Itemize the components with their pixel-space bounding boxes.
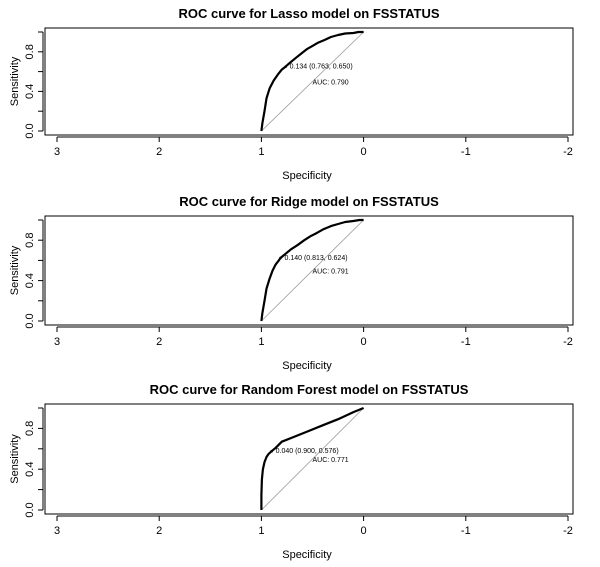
auc-label: AUC: 0.771 bbox=[313, 457, 349, 464]
x-tick-label: -2 bbox=[563, 146, 573, 158]
y-tick-label: 0.4 bbox=[24, 462, 36, 477]
reference-diagonal bbox=[261, 407, 364, 511]
x-tick-label: -2 bbox=[563, 525, 573, 537]
x-axis-label: Specificity bbox=[282, 549, 332, 561]
roc-panel-3: ROC curve for Random Forest model on FSS… bbox=[9, 382, 574, 561]
x-tick-label: 1 bbox=[258, 525, 264, 537]
x-tick-label: -1 bbox=[461, 146, 471, 158]
x-tick-label: 1 bbox=[258, 146, 264, 158]
x-tick-label: 3 bbox=[54, 336, 60, 348]
threshold-label: 0.140 (0.813, 0.624) bbox=[285, 255, 348, 262]
y-axis-label: Sensitivity bbox=[9, 434, 21, 484]
x-tick-label: 2 bbox=[156, 146, 162, 158]
reference-diagonal bbox=[261, 219, 364, 322]
x-tick-label: 2 bbox=[156, 336, 162, 348]
x-axis-label: Specificity bbox=[282, 170, 332, 182]
x-tick-label: 1 bbox=[258, 336, 264, 348]
y-tick-label: 0.8 bbox=[24, 44, 36, 59]
x-tick-label: -1 bbox=[461, 525, 471, 537]
auc-label: AUC: 0.791 bbox=[313, 269, 349, 276]
roc-curve bbox=[260, 218, 364, 322]
x-tick-label: 0 bbox=[361, 525, 367, 537]
y-tick-label: 0.0 bbox=[24, 502, 36, 517]
roc-curve bbox=[260, 406, 365, 510]
roc-curve bbox=[260, 30, 364, 132]
threshold-point bbox=[279, 256, 282, 260]
threshold-label: 0.040 (0.900, 0.576) bbox=[276, 448, 339, 455]
auc-label: AUC: 0.790 bbox=[313, 80, 349, 87]
y-tick-label: 0.8 bbox=[24, 233, 36, 248]
x-tick-label: -2 bbox=[563, 336, 573, 348]
y-tick-label: 0.4 bbox=[24, 84, 36, 99]
x-tick-label: -1 bbox=[461, 336, 471, 348]
x-tick-label: 3 bbox=[54, 146, 60, 158]
y-axis-label: Sensitivity bbox=[9, 56, 21, 106]
y-tick-label: 0.4 bbox=[24, 273, 36, 288]
plot-frame bbox=[44, 403, 574, 515]
chart-title: ROC curve for Ridge model on FSSTATUS bbox=[179, 194, 439, 209]
x-tick-label: 2 bbox=[156, 525, 162, 537]
chart-title: ROC curve for Random Forest model on FSS… bbox=[150, 382, 469, 397]
threshold-point bbox=[270, 449, 273, 453]
x-axis-label: Specificity bbox=[282, 360, 332, 372]
threshold-label: 0.134 (0.763, 0.650) bbox=[290, 64, 353, 71]
x-tick-label: 0 bbox=[361, 336, 367, 348]
y-axis-label: Sensitivity bbox=[9, 245, 21, 295]
roc-panel-2: ROC curve for Ridge model on FSSTATUS 3 2 1… bbox=[9, 194, 574, 372]
plot-frame bbox=[44, 215, 574, 326]
plot-frame bbox=[44, 27, 574, 136]
y-tick-label: 0.0 bbox=[24, 123, 36, 138]
y-tick-label: 0.0 bbox=[24, 313, 36, 328]
y-tick-label: 0.8 bbox=[24, 421, 36, 436]
x-tick-label: 0 bbox=[361, 146, 367, 158]
threshold-point bbox=[284, 65, 287, 68]
chart-title: ROC curve for Lasso model on FSSTATUS bbox=[179, 6, 440, 21]
reference-diagonal bbox=[261, 31, 364, 132]
roc-panel-1: ROC curve for Lasso model on FSSTATUS 3 2 1… bbox=[9, 6, 574, 182]
x-tick-label: 3 bbox=[54, 525, 60, 537]
